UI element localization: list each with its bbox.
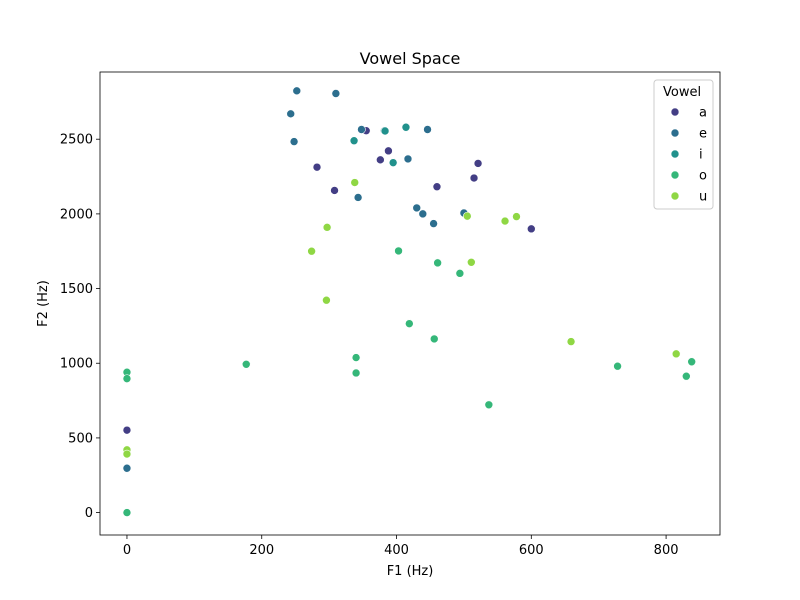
legend-marker-o (670, 170, 680, 180)
data-point-e (331, 89, 341, 98)
data-point-u (322, 223, 332, 232)
data-point-o (455, 269, 465, 278)
data-point-o (682, 371, 691, 381)
data-point-a (384, 146, 393, 156)
data-point-u (500, 216, 510, 226)
data-point-e (292, 86, 302, 96)
data-point-o (241, 359, 251, 369)
x-tick-label: 200 (249, 543, 274, 558)
data-point-o (394, 246, 403, 256)
data-point-u (462, 211, 472, 221)
data-point-e (423, 125, 432, 134)
data-point-o (429, 334, 439, 344)
legend-label-e: e (699, 127, 707, 142)
y-tick-label: 2500 (60, 133, 93, 148)
data-point-o (122, 508, 132, 517)
y-axis-ticks: 0 500 1000 1500 2000 2500 (60, 133, 100, 521)
data-point-e (418, 209, 428, 219)
data-point-u (307, 246, 316, 256)
data-point-o (687, 357, 696, 367)
data-point-o (122, 374, 132, 383)
data-point-e (403, 154, 413, 164)
legend-label-o: o (699, 169, 707, 184)
data-point-i (349, 136, 359, 146)
x-tick-label: 600 (519, 543, 544, 558)
data-point-u (467, 257, 476, 267)
data-point-o (433, 258, 442, 268)
legend-marker-a (670, 107, 680, 117)
y-tick-label: 1500 (60, 282, 93, 297)
plot-area (99, 71, 721, 536)
data-point-o (351, 353, 361, 362)
data-point-e (353, 193, 363, 202)
data-point-e (122, 463, 132, 473)
legend-marker-e (670, 128, 680, 138)
data-point-a (432, 182, 442, 192)
data-point-a (122, 425, 132, 435)
data-point-a (527, 224, 536, 234)
data-point-o (613, 361, 622, 371)
data-point-u (350, 178, 360, 187)
data-point-i (401, 122, 411, 132)
x-tick-label: 400 (384, 543, 409, 558)
data-point-i (380, 126, 390, 136)
legend-label-a: a (699, 106, 707, 121)
data-point-o (405, 319, 414, 328)
data-point-a (312, 162, 322, 172)
data-point-e (289, 137, 299, 146)
chart-title: Vowel Space (360, 49, 461, 68)
data-point-u (512, 212, 521, 221)
data-point-a (473, 159, 483, 168)
y-tick-label: 2000 (60, 207, 93, 222)
data-point-u (671, 349, 681, 359)
data-point-o (484, 400, 494, 410)
data-point-o (351, 368, 361, 378)
x-axis-label: F1 (Hz) (387, 564, 434, 579)
data-point-a (469, 173, 479, 183)
legend-label-u: u (699, 190, 707, 205)
data-point-u (122, 449, 132, 459)
y-tick-label: 500 (68, 431, 93, 446)
data-point-e (357, 125, 366, 134)
y-axis-label: F2 (Hz) (36, 280, 51, 327)
data-point-i (388, 158, 398, 167)
legend-marker-u (670, 191, 680, 201)
x-tick-label: 0 (123, 543, 131, 558)
legend-label-i: i (699, 148, 703, 163)
data-point-a (376, 155, 385, 165)
data-point-e (412, 203, 422, 213)
data-points (122, 86, 696, 517)
data-point-a (330, 186, 339, 195)
y-tick-label: 0 (85, 506, 93, 521)
data-point-e (429, 219, 438, 228)
x-tick-label: 800 (654, 543, 679, 558)
y-tick-label: 1000 (60, 357, 93, 372)
data-point-u (322, 295, 331, 305)
legend-marker-i (670, 149, 680, 159)
data-point-u (566, 337, 576, 346)
data-point-e (286, 109, 296, 119)
x-axis-ticks: 0 200 400 600 800 (123, 535, 679, 558)
legend-box (653, 79, 714, 210)
legend-title: Vowel (663, 85, 701, 100)
